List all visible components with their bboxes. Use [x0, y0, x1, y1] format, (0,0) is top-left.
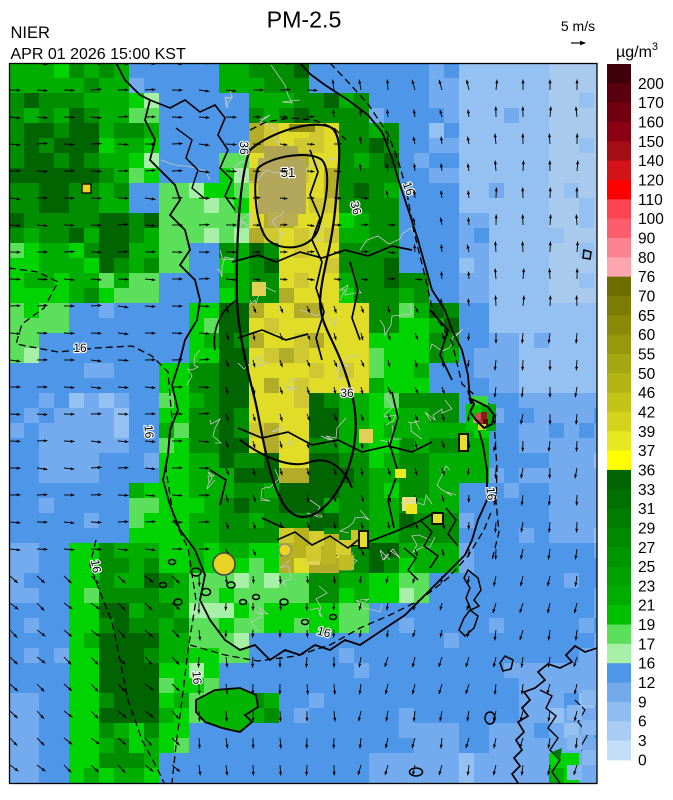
svg-text:17: 17	[638, 636, 655, 653]
svg-text:60: 60	[638, 327, 656, 344]
svg-text:29: 29	[638, 520, 655, 537]
svg-text:33: 33	[638, 482, 655, 499]
svg-text:16: 16	[483, 486, 498, 501]
svg-text:150: 150	[638, 134, 664, 151]
svg-text:5 m/s: 5 m/s	[561, 18, 595, 34]
svg-text:160: 160	[638, 114, 664, 131]
svg-text:3: 3	[638, 733, 647, 750]
svg-text:25: 25	[638, 559, 655, 576]
svg-text:µg/m3: µg/m3	[616, 41, 658, 61]
svg-text:16: 16	[638, 656, 655, 673]
svg-text:65: 65	[638, 308, 655, 325]
svg-text:120: 120	[638, 172, 664, 189]
svg-text:200: 200	[638, 76, 664, 93]
svg-text:110: 110	[638, 192, 663, 209]
svg-text:19: 19	[638, 617, 655, 634]
svg-text:70: 70	[638, 288, 656, 305]
svg-text:42: 42	[638, 404, 655, 421]
svg-text:0: 0	[638, 752, 647, 769]
svg-text:21: 21	[638, 598, 655, 615]
svg-text:31: 31	[638, 501, 655, 518]
svg-text:170: 170	[638, 95, 664, 112]
svg-text:80: 80	[638, 250, 656, 267]
svg-text:9: 9	[638, 694, 647, 711]
svg-text:51: 51	[281, 165, 295, 180]
svg-text:36: 36	[638, 462, 655, 479]
svg-text:36: 36	[237, 141, 251, 155]
svg-text:6: 6	[638, 714, 647, 731]
svg-text:16: 16	[189, 670, 204, 685]
svg-text:16: 16	[73, 341, 87, 355]
svg-text:100: 100	[638, 211, 664, 228]
svg-text:16: 16	[88, 559, 104, 575]
svg-text:PM-2.5: PM-2.5	[267, 7, 342, 33]
svg-text:37: 37	[638, 443, 655, 460]
svg-text:NIER: NIER	[11, 24, 51, 42]
svg-text:16: 16	[141, 424, 156, 439]
svg-text:140: 140	[638, 153, 664, 170]
svg-text:36: 36	[340, 386, 354, 400]
svg-text:12: 12	[638, 675, 655, 692]
svg-text:55: 55	[638, 346, 655, 363]
svg-text:50: 50	[638, 366, 656, 383]
svg-text:APR 01 2026 15:00 KST: APR 01 2026 15:00 KST	[11, 46, 186, 63]
svg-text:46: 46	[638, 385, 655, 402]
svg-text:39: 39	[638, 424, 655, 441]
svg-text:76: 76	[638, 269, 655, 286]
svg-text:23: 23	[638, 578, 655, 595]
svg-text:27: 27	[638, 540, 655, 557]
svg-text:90: 90	[638, 230, 656, 247]
